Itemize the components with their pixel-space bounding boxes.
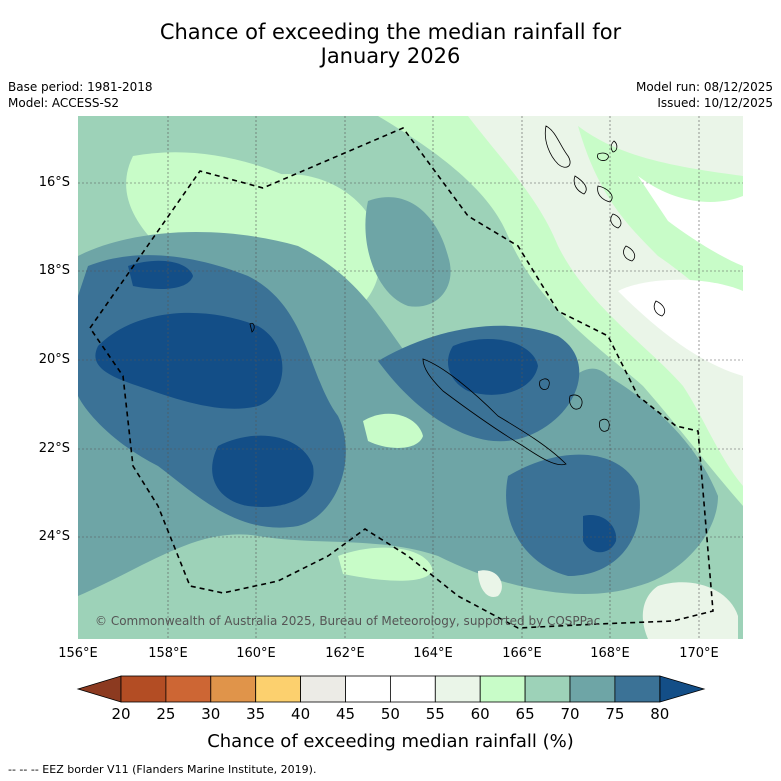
ne-white-region: [638, 176, 743, 266]
lon-label: 160°E: [236, 646, 276, 661]
colorbar-over-arrow: [659, 675, 706, 703]
lat-label: 16°S: [38, 175, 70, 190]
loyalty-islands-outline: [539, 378, 610, 432]
issued-date: Issued: 10/12/2025: [657, 96, 773, 110]
map-canvas: [78, 116, 743, 639]
lat-label: 20°S: [38, 352, 70, 367]
title-line-2: January 2026: [320, 44, 461, 68]
colorbar: [76, 675, 706, 703]
colorbar-label: 70: [560, 705, 580, 723]
lon-label: 158°E: [148, 646, 188, 661]
lat-label: 18°S: [38, 263, 70, 278]
nc-max-region: [448, 338, 538, 395]
colorbar-cell: [210, 675, 257, 703]
colorbar-cell: [389, 675, 436, 703]
islands-65-region: [578, 126, 743, 316]
banks-islands-outline: [597, 140, 618, 161]
colorbar-label: 30: [201, 705, 221, 723]
colorbar-cell: [165, 675, 212, 703]
colorbar-cell: [524, 675, 571, 703]
colorbar-label: 50: [380, 705, 400, 723]
copyright-note: © Commonwealth of Australia 2025, Bureau…: [95, 614, 601, 628]
lat-label: 22°S: [38, 441, 70, 456]
lon-label: 170°E: [679, 646, 719, 661]
patch-65-a: [363, 413, 423, 448]
patch-65-b: [338, 547, 433, 581]
colorbar-label: 75: [605, 705, 625, 723]
lon-label: 166°E: [502, 646, 542, 661]
colorbar-cell: [479, 675, 526, 703]
lon-label: 168°E: [590, 646, 630, 661]
e-white-region: [618, 279, 743, 376]
colorbar-cell: [120, 675, 167, 703]
lat-label: 24°S: [38, 529, 70, 544]
colorbar-label: 40: [291, 705, 311, 723]
model-name: Model: ACCESS-S2: [8, 96, 120, 110]
sse-60-region: [642, 582, 738, 639]
colorbar-label: 45: [335, 705, 356, 723]
colorbar-label: 60: [470, 705, 490, 723]
sw-max-region: [212, 435, 314, 507]
rainfall-map: [78, 116, 743, 639]
colorbar-label: 65: [515, 705, 535, 723]
vanuatu-outline: [544, 125, 665, 317]
base-period: Base period: 1981-2018: [8, 80, 153, 94]
patch-60: [478, 570, 502, 597]
colorbar-cell: [255, 675, 301, 703]
colorbar-label: 80: [650, 705, 670, 723]
colorbar-title: Chance of exceeding median rainfall (%): [207, 731, 574, 752]
colorbar-cell: [614, 675, 661, 703]
nw-max-region: [128, 260, 193, 289]
center-75-blob: [365, 197, 451, 307]
colorbar-cell: [569, 675, 616, 703]
eez-border: [89, 127, 714, 629]
title-line-1: Chance of exceeding the median rainfall …: [159, 20, 622, 44]
small-island-outline: [249, 322, 255, 333]
graticule: [78, 116, 743, 639]
colorbar-label: 55: [425, 705, 445, 723]
colorbar-label: 25: [156, 705, 176, 723]
colorbar-cell: [300, 675, 346, 703]
colorbar-label: 35: [246, 705, 266, 723]
new-caledonia-outline: [422, 358, 567, 466]
colorbar-label: 20: [111, 705, 131, 723]
west-max-region: [95, 312, 283, 409]
colorbar-cell: [345, 675, 391, 703]
model-run: Model run: 08/12/2025: [635, 80, 773, 94]
colorbar-cell: [434, 675, 481, 703]
lon-label: 156°E: [58, 646, 98, 661]
eez-footnote: -- -- -- EEZ border V11 (Flanders Marine…: [8, 763, 317, 776]
se-max-region: [583, 515, 617, 553]
colorbar-under-arrow: [76, 675, 122, 703]
lon-label: 164°E: [413, 646, 453, 661]
lon-label: 162°E: [325, 646, 365, 661]
